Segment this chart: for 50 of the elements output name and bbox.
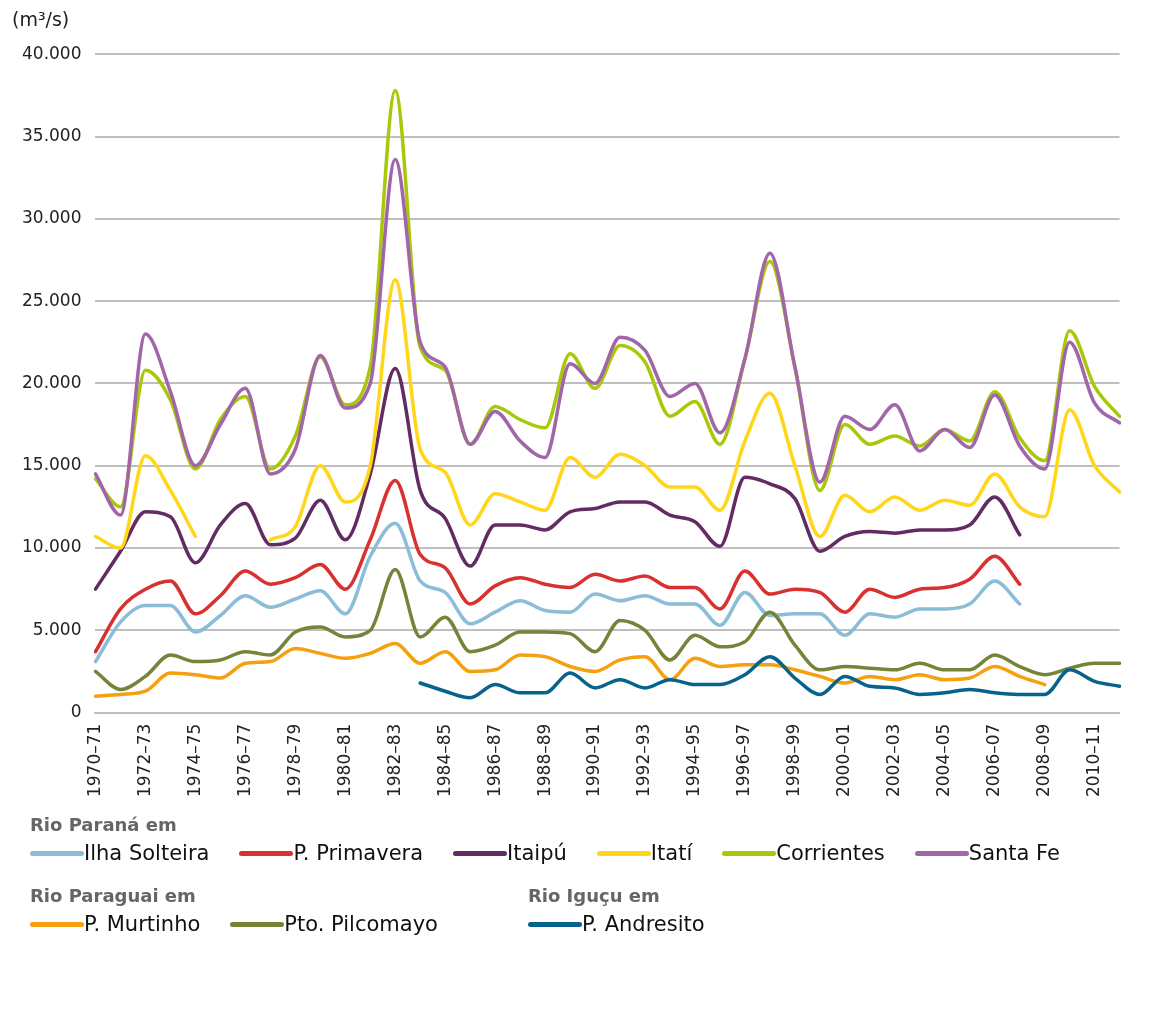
- y-tick-label: 10.000: [22, 536, 82, 557]
- x-tick-label: 1990–91: [583, 723, 604, 798]
- y-tick-label: 40.000: [22, 42, 82, 63]
- x-tick-label: 2010–11: [1083, 723, 1104, 798]
- y-tick-label: 5.000: [32, 618, 82, 639]
- x-tick-label: 1970–71: [83, 723, 104, 798]
- legend-label: P. Andresito: [581, 912, 705, 936]
- x-tick-label: 2008–09: [1033, 723, 1054, 798]
- legend-label: Corrientes: [776, 841, 885, 865]
- legend-label: Itaipú: [507, 841, 567, 865]
- y-tick-label: 30.000: [22, 207, 82, 228]
- legend-label: P. Primavera: [293, 841, 424, 865]
- x-tick-label: 1974–75: [183, 723, 204, 798]
- text: Rio Paraguai em: [30, 885, 196, 906]
- line-series: [418, 654, 1122, 700]
- x-tick-label: 1978–79: [283, 723, 304, 798]
- legend-label: Pto. Pilcomayo: [284, 912, 438, 936]
- line-series: [93, 366, 1022, 591]
- y-tick-label: 25.000: [22, 289, 82, 310]
- x-tick-label: 1972–73: [133, 723, 154, 798]
- x-tick-label: 1986–87: [483, 723, 504, 798]
- text: Rio Paraná em: [30, 814, 177, 835]
- legend-label: P. Murtinho: [84, 912, 201, 936]
- y-tick-label: 0: [70, 701, 82, 722]
- line-series: [93, 478, 1022, 654]
- line-series: [93, 641, 1047, 698]
- x-tick-label: 2004–05: [933, 723, 954, 798]
- x-tick-label: 1992–93: [633, 723, 654, 798]
- x-tick-label: 1982–83: [383, 723, 404, 798]
- y-tick-label: 20.000: [22, 371, 82, 392]
- y-axis-title: (m³/s): [12, 8, 71, 30]
- x-tick-label: 1984–85: [433, 723, 454, 798]
- line-series: [93, 567, 1122, 692]
- x-tick-label: 1980–81: [333, 723, 354, 798]
- x-tick-label: 1998–99: [783, 723, 804, 798]
- legend-label: Santa Fe: [968, 841, 1060, 865]
- line-series: [93, 157, 1122, 517]
- x-tick-label: 1994–95: [683, 723, 704, 798]
- legend-label: Ilha Solteira: [84, 841, 210, 865]
- text: Rio Iguçu em: [527, 885, 660, 906]
- legend-label: Itatí: [650, 841, 693, 865]
- y-tick-label: 35.000: [22, 124, 82, 145]
- x-tick-label: 2006–07: [983, 723, 1004, 798]
- x-tick-label: 1996–97: [733, 723, 754, 798]
- line-series: [93, 521, 1022, 664]
- x-tick-label: 1976–77: [233, 723, 254, 798]
- y-tick-label: 15.000: [22, 454, 82, 475]
- x-tick-label: 1988–89: [533, 723, 554, 798]
- x-tick-label: 2000–01: [833, 723, 854, 798]
- x-tick-label: 2002–03: [883, 723, 904, 798]
